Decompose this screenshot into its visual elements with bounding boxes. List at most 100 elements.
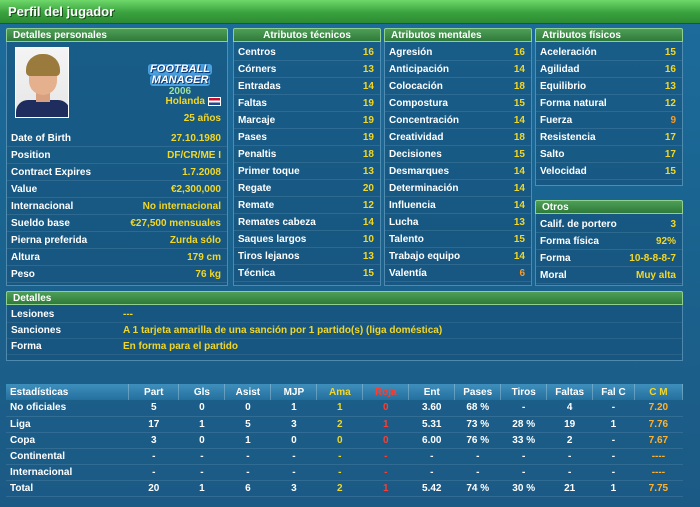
physical-value: 15 [664,166,676,177]
details-row-lesiones: Lesiones --- [7,307,682,323]
stats-cell: 33 % [500,432,547,449]
stats-cell: 7.20 [634,400,683,417]
stats-column-ama[interactable]: Ama [316,384,364,400]
stats-column-ent[interactable]: Ent [408,384,456,400]
personal-row-date-of-birth: Date of Birth 27.10.1980 [7,130,227,147]
technical-value: 13 [362,64,374,75]
stats-cell: 5.31 [408,416,455,433]
mental-value: 15 [513,234,525,245]
personal-label: Position [11,150,51,161]
stats-column-tiros[interactable]: Tiros [500,384,548,400]
stats-row-liga: Liga 17 1 5 3 2 1 5.31 73 % 28 % 19 1 7.76 [6,416,683,433]
mental-value: 15 [513,149,525,160]
stats-cell: 1 [224,432,271,449]
statistics-panel: Estadísticas Part Gls Asist MJP Ama Roja Ent Pas… [6,384,684,498]
technical-label: Primer toque [238,166,300,177]
stats-cell: 0 [362,432,409,449]
technical-value: 19 [362,132,374,143]
stats-column-asist[interactable]: Asist [224,384,272,400]
stats-cell: ---- [634,448,683,465]
technical-attributes-panel: Atributos técnicos Centros 16 Córners 13 Ent… [233,28,381,286]
stats-cell: 19 [546,416,593,433]
mental-value: 16 [513,47,525,58]
physical-label: Forma natural [540,98,607,109]
stats-column-mjp[interactable]: MJP [270,384,318,400]
stats-cell: Continental [6,448,129,465]
stats-cell: 7.75 [634,480,683,497]
stats-cell: - [128,464,179,481]
mental-label: Agresión [389,47,433,58]
mental-label: Compostura [389,98,448,109]
stats-column-gls[interactable]: Gls [178,384,226,400]
stats-cell: 68 % [454,400,501,417]
technical-row-tiros-lejanos: Tiros lejanos 13 [234,248,380,265]
stats-cell: 3.60 [408,400,455,417]
details-label: Sanciones [11,325,62,336]
mental-row-trabajo-equipo: Trabajo equipo 14 [385,248,531,265]
stats-cell: 2 [316,416,363,433]
stats-cell: - [454,464,501,481]
stats-cell: 0 [316,432,363,449]
stats-column-part[interactable]: Part [128,384,180,400]
mental-attributes-header: Atributos mentales [384,28,532,42]
technical-value: 18 [362,149,374,160]
stats-cell: 1 [362,416,409,433]
details-value: En forma para el partido [123,341,239,352]
personal-label: Contract Expires [11,167,92,178]
stats-cell: 1 [178,416,225,433]
mental-row-concentracion: Concentración 14 [385,112,531,129]
stats-cell: 5 [224,416,271,433]
stats-cell: - [316,464,363,481]
stats-cell: 7.76 [634,416,683,433]
other-value: 3 [670,219,676,230]
stats-column-faltas[interactable]: Faltas [546,384,594,400]
stats-cell: - [408,448,455,465]
stats-cell: 1 [178,480,225,497]
technical-row-faltas: Faltas 19 [234,95,380,112]
mental-label: Lucha [389,217,419,228]
stats-cell: - [546,448,593,465]
stats-column-fal-c[interactable]: Fal C [592,384,635,400]
mental-label: Decisiones [389,149,442,160]
technical-row-remate: Remate 12 [234,197,380,214]
technical-label: Remates cabeza [238,217,316,228]
stats-cell: No oficiales [6,400,129,417]
stats-cell: 7.67 [634,432,683,449]
physical-value: 17 [664,132,676,143]
stats-cell: - [316,448,363,465]
stats-row-internacional: Internacional - - - - - - - - - - - ---- [6,464,683,481]
mental-label: Determinación [389,183,459,194]
stats-column-roja[interactable]: Roja [362,384,410,400]
technical-row-saques-largos: Saques largos 10 [234,231,380,248]
physical-attributes-panel: Atributos físicos Aceleración 15 Agilidad 1… [535,28,683,186]
technical-value: 13 [362,166,374,177]
stats-cell: 1 [362,480,409,497]
stats-row-copa: Copa 3 0 1 0 0 0 6.00 76 % 33 % 2-7.67 [6,432,683,449]
technical-label: Penaltis [238,149,277,160]
personal-row-peso: Peso 76 kg [7,266,227,283]
player-age: 25 años [183,113,221,124]
personal-label: Internacional [11,201,74,212]
mental-row-creatividad: Creatividad 18 [385,129,531,146]
personal-value: 76 kg [195,269,221,280]
stats-cell: Liga [6,416,129,433]
personal-label: Sueldo base [11,218,70,229]
physical-value: 15 [664,47,676,58]
stats-cell: 3 [128,432,179,449]
stats-cell: - [592,448,635,465]
details-value: A 1 tarjeta amarilla de una sanción por … [123,325,443,336]
mental-label: Talento [389,234,424,245]
mental-row-decisiones: Decisiones 15 [385,146,531,163]
stats-column-estadisticas[interactable]: Estadísticas [6,384,130,400]
stats-row-total: Total 20 1 6 3 2 1 5.42 74 % 30 % 21 1 7.75 [6,480,683,497]
stats-column-pases[interactable]: Pases [454,384,502,400]
mental-value: 14 [513,251,525,262]
physical-value: 17 [664,149,676,160]
mental-row-valentia: Valentía 6 [385,265,531,282]
window-title: Perfil del jugador [8,4,115,19]
stats-column-c-m[interactable]: C M [634,384,684,400]
personal-value: 27.10.1980 [170,133,221,144]
technical-value: 12 [362,200,374,211]
technical-row-regate: Regate 20 [234,180,380,197]
other-panel: Otros Calif. de portero 3 Forma física 92% F… [535,200,683,286]
